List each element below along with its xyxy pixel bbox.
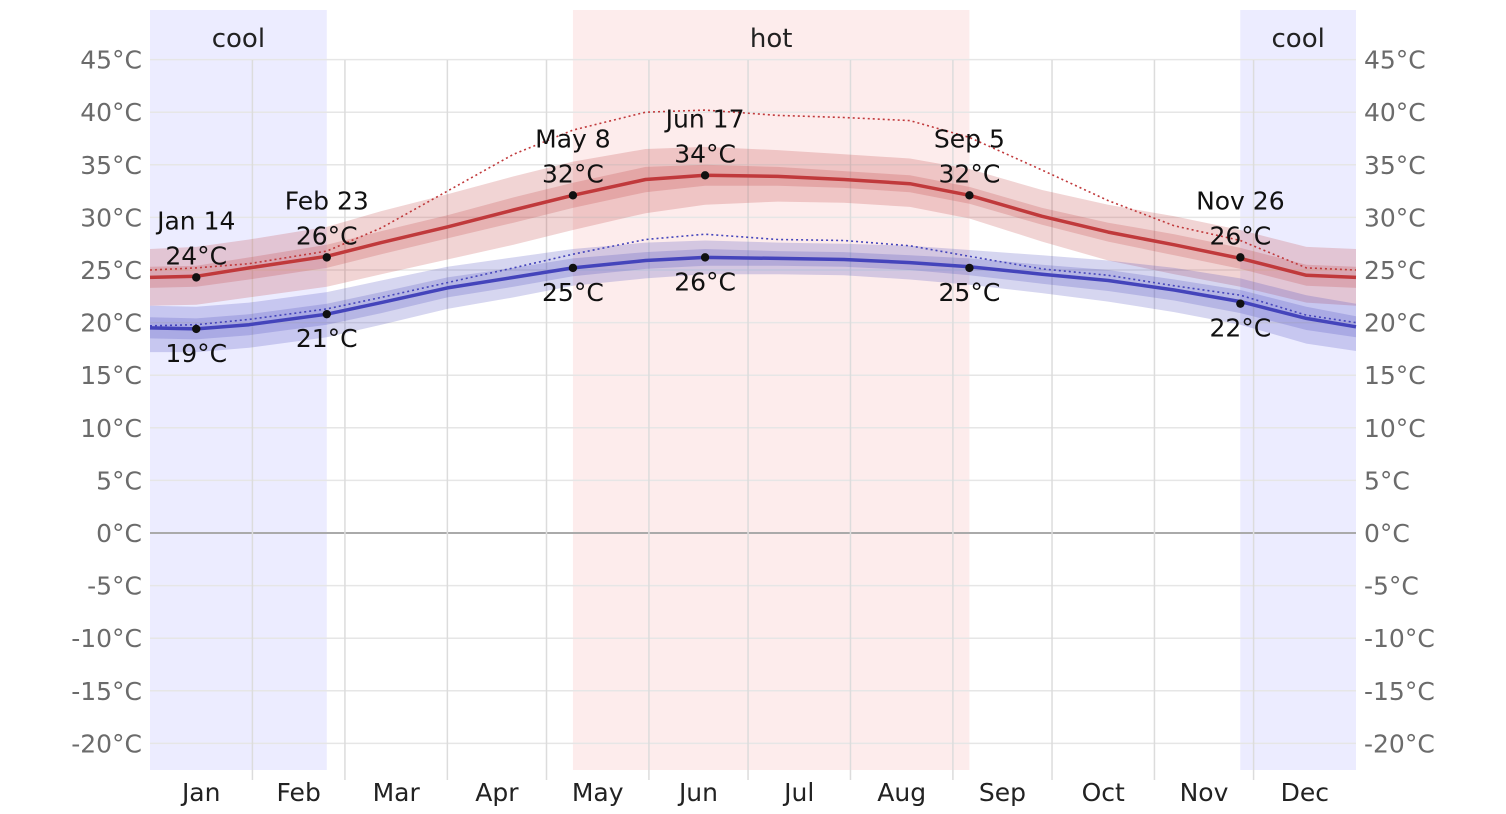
- y-tick-right: 30°C: [1364, 203, 1426, 232]
- annotation-dot: [700, 253, 710, 262]
- annotation-dot: [1236, 299, 1245, 308]
- y-tick-right: -15°C: [1364, 677, 1435, 706]
- y-tick-right: 0°C: [1364, 519, 1410, 548]
- annotations: Jan 14 24°C Feb 23 26°C May 8 32°C Jun 17 34°C S…: [155, 104, 1285, 368]
- month-label-aug: Aug: [877, 778, 926, 807]
- season-label-cool: cool: [212, 24, 265, 54]
- y-tick-left: -15°C: [71, 677, 142, 706]
- annotation-date: Jun 17: [664, 104, 745, 133]
- y-tick-right: 25°C: [1364, 256, 1426, 285]
- annotation-value: 25°C: [939, 278, 1001, 307]
- month-label-sep: Sep: [979, 778, 1026, 807]
- y-tick-left: -10°C: [71, 624, 142, 653]
- y-tick-left: -5°C: [87, 572, 142, 601]
- annotation-value: 26°C: [1209, 221, 1271, 250]
- annotation-dot: [322, 309, 331, 319]
- season-band-hot: [572, 10, 970, 770]
- band-high-band-outer: [150, 146, 1356, 306]
- y-tick-right: -10°C: [1364, 624, 1435, 653]
- band-low-band-outer: [150, 240, 1356, 353]
- month-label-jun: Jun: [677, 778, 718, 807]
- y-tick-right: 5°C: [1364, 466, 1410, 495]
- axis-ticks: 45°C 45°C 40°C 40°C 35°C 35°C 30°C 30°C 25°C 25°C…: [71, 46, 1435, 807]
- y-tick-left: 10°C: [80, 414, 142, 443]
- annotation-dot: [192, 273, 201, 282]
- y-tick-right: 35°C: [1364, 151, 1426, 180]
- annotation-date: Jan 14: [155, 206, 235, 235]
- y-tick-left: 35°C: [80, 151, 142, 180]
- annotation-dot: [965, 263, 974, 273]
- annotation-dot: [192, 324, 201, 334]
- y-tick-left: -20°C: [71, 729, 142, 758]
- series-lines: [149, 109, 1357, 331]
- annotation-date: Sep 5: [934, 124, 1005, 153]
- y-tick-left: 15°C: [80, 361, 142, 390]
- month-label-dec: Dec: [1281, 778, 1329, 807]
- annotation-date: Nov 26: [1196, 186, 1285, 215]
- band-high-band-inner: [150, 164, 1356, 288]
- y-tick-left: 45°C: [80, 46, 142, 75]
- y-tick-right: -5°C: [1364, 572, 1419, 601]
- month-label-jan: Jan: [180, 778, 221, 807]
- month-label-apr: Apr: [475, 778, 519, 807]
- series-line-average-high: [149, 173, 1357, 280]
- y-tick-right: 20°C: [1364, 309, 1426, 338]
- y-tick-right: 40°C: [1364, 98, 1426, 127]
- annotation-value: 21°C: [296, 324, 358, 353]
- month-label-may: May: [572, 778, 624, 807]
- annotation-value: 19°C: [165, 339, 227, 368]
- month-label-feb: Feb: [277, 778, 321, 807]
- month-label-mar: Mar: [373, 778, 421, 807]
- annotation-value: 32°C: [542, 159, 604, 188]
- y-tick-left: 30°C: [80, 203, 142, 232]
- annotation-value: 25°C: [542, 278, 604, 307]
- season-band-cool: [150, 10, 327, 770]
- percentile-bands: [150, 146, 1356, 353]
- y-tick-left: 20°C: [80, 309, 142, 338]
- annotation-dot: [568, 263, 578, 273]
- annotation-dot: [322, 253, 331, 262]
- annotation-dot: [1236, 253, 1245, 262]
- grid: [150, 58, 1356, 780]
- month-label-oct: Oct: [1082, 778, 1125, 807]
- y-tick-left: 25°C: [80, 256, 142, 285]
- annotation-date: May 8: [535, 124, 611, 153]
- annotation-value: 26°C: [674, 267, 736, 296]
- y-tick-right: 15°C: [1364, 361, 1426, 390]
- annotation-value: 22°C: [1209, 314, 1271, 343]
- annotation-dot: [965, 191, 974, 200]
- band-low-band-inner: [150, 249, 1356, 340]
- season-bands: coolhotcoolcool: [150, 10, 1356, 770]
- series-line-90th-percentile-high: [149, 109, 1357, 271]
- y-tick-right: 10°C: [1364, 414, 1426, 443]
- annotation-value: 26°C: [296, 221, 358, 250]
- series-line-average-low: [149, 255, 1357, 331]
- annotation-date: Feb 23: [285, 186, 369, 215]
- y-tick-left: 0°C: [96, 519, 142, 548]
- annotation-dot: [568, 191, 578, 200]
- y-tick-right: 45°C: [1364, 46, 1426, 75]
- month-label-nov: Nov: [1180, 778, 1229, 807]
- annotation-dot: [700, 171, 710, 180]
- month-label-jul: Jul: [782, 778, 814, 807]
- y-tick-left: 5°C: [96, 466, 142, 495]
- season-label-hot: hot: [750, 24, 793, 54]
- annotation-value: 32°C: [939, 159, 1001, 188]
- season-band-cool: [1240, 10, 1356, 770]
- y-tick-left: 40°C: [80, 98, 142, 127]
- y-tick-right: -20°C: [1364, 729, 1435, 758]
- season-label-cool: cool: [1272, 24, 1325, 54]
- annotation-value: 34°C: [674, 139, 736, 168]
- series-line-90th-percentile-low: [149, 233, 1357, 327]
- annotation-value: 24°C: [165, 241, 227, 270]
